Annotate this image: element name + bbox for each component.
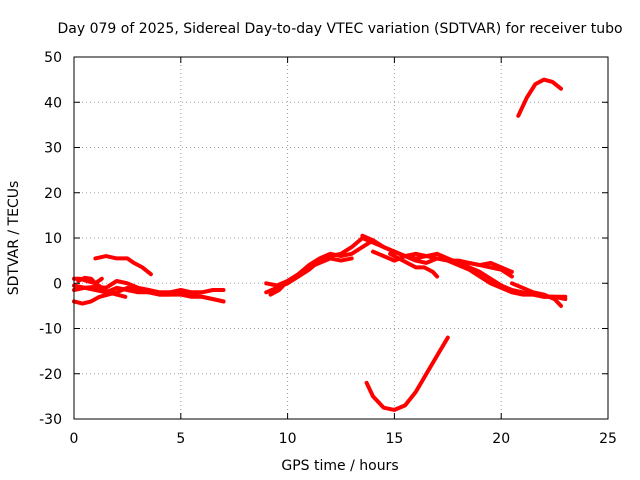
x-tick-label: 5: [176, 431, 185, 447]
y-tick-label: -20: [39, 367, 62, 383]
y-axis-label: SDTVAR / TECUs: [6, 181, 22, 296]
series-arc-6: [93, 254, 153, 277]
y-tick-label: 30: [44, 141, 62, 157]
x-tick-label: 0: [70, 431, 79, 447]
x-tick-label: 15: [385, 431, 403, 447]
y-tick-label: 50: [44, 50, 62, 66]
series-arc-12: [388, 251, 440, 279]
series-arc-5: [76, 275, 104, 286]
chart-title: Day 079 of 2025, Sidereal Day-to-day VTE…: [57, 21, 622, 37]
y-tick-label: 20: [44, 186, 62, 202]
x-tick-label: 20: [492, 431, 510, 447]
series-arc-13: [467, 260, 514, 274]
y-tick-label: 10: [44, 231, 62, 247]
x-axis-label: GPS time / hours: [281, 458, 398, 474]
y-tick-label: 0: [53, 276, 62, 292]
y-tick-label: 40: [44, 95, 62, 111]
series-arc-14: [509, 281, 563, 308]
series-arc-15: [364, 335, 450, 412]
y-tick-label: -10: [39, 322, 62, 338]
x-tick-label: 10: [279, 431, 297, 447]
series-arc-10: [360, 233, 514, 279]
series-arc-9: [268, 256, 354, 297]
grid-lines: [74, 57, 608, 419]
x-tick-label: 25: [599, 431, 617, 447]
axis-ticks: 0 5 10 15 20 25 -30 -20 -10 0 10 20 30 40 50: [39, 50, 617, 447]
y-tick-label: -30: [39, 412, 62, 428]
data-series: [72, 77, 568, 412]
series-arc-11: [371, 249, 568, 302]
series-arc-16: [516, 77, 563, 118]
series-arc-3: [72, 285, 226, 306]
